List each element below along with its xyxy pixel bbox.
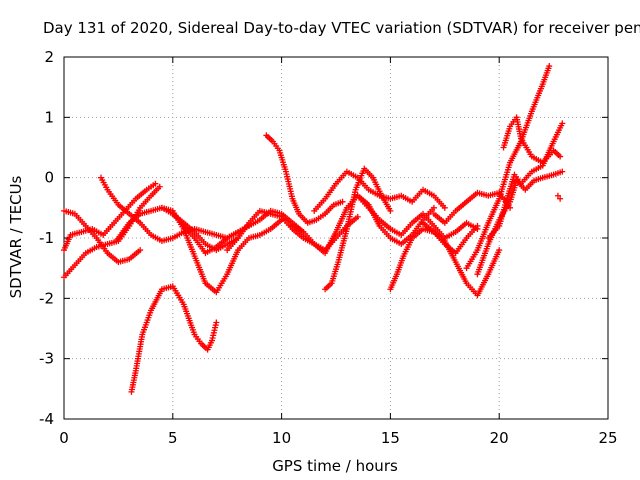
x-tick-label: 10: [272, 429, 291, 447]
y-tick-label: -2: [39, 289, 54, 307]
x-tick-label: 5: [168, 429, 178, 447]
y-tick-label: -4: [39, 410, 54, 428]
data-point: [152, 180, 159, 187]
data-point: [387, 207, 394, 214]
x-axis-label: GPS time / hours: [272, 457, 398, 475]
y-axis-label: SDTVAR / TECUs: [7, 175, 25, 298]
y-tick-label: -1: [39, 229, 54, 247]
data-point: [554, 192, 561, 199]
y-tick-label: -3: [39, 350, 54, 368]
data-point: [557, 153, 564, 160]
data-point: [496, 247, 503, 254]
data-point: [354, 213, 361, 220]
y-tick-label: 1: [44, 108, 54, 126]
data-point: [430, 204, 437, 211]
x-tick-label: 20: [490, 429, 509, 447]
y-tick-label: 2: [44, 48, 54, 66]
x-tick-label: 0: [59, 429, 69, 447]
chart-title: Day 131 of 2020, Sidereal Day-to-day VTE…: [43, 19, 640, 37]
data-point: [213, 319, 220, 326]
data-point: [557, 195, 564, 202]
data-point: [546, 63, 553, 70]
data-point: [441, 204, 448, 211]
x-tick-label: 25: [598, 429, 617, 447]
data-point: [339, 198, 346, 205]
data-point: [137, 247, 144, 254]
data-point: [559, 120, 566, 127]
x-tick-label: 15: [381, 429, 400, 447]
data-point: [156, 183, 163, 190]
data-point: [474, 222, 481, 229]
y-tick-label: 0: [44, 169, 54, 187]
axis-ticks: 0 5 10 15 20 25 -4 -3 -2 -1 0 1 2: [39, 48, 618, 447]
data-point: [559, 168, 566, 175]
data-points: [61, 63, 566, 395]
